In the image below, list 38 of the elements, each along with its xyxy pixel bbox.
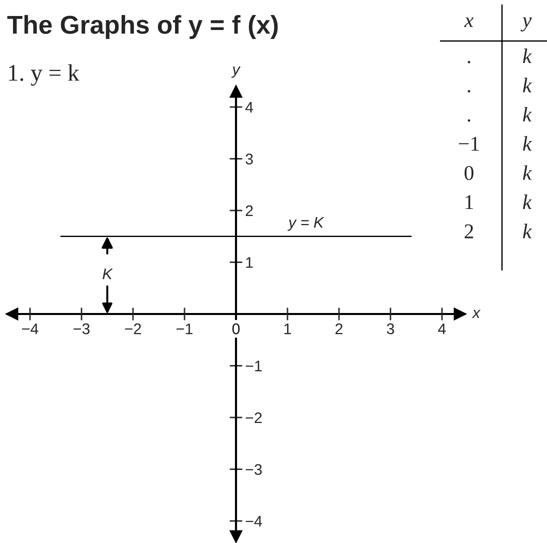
annotation: K	[102, 268, 113, 280]
text: 2	[464, 224, 474, 238]
x-tick-label: −1	[176, 324, 192, 334]
text: k	[522, 194, 532, 210]
y-tick-label: 3	[246, 154, 253, 164]
y-tick-label: −4	[246, 516, 262, 527]
x-tick-label: 3	[386, 323, 394, 334]
y-tick-label: −1	[246, 360, 262, 372]
chart-title: The Graphs of y = f (x)	[7, 15, 278, 39]
y-axis-title: y	[231, 66, 241, 78]
text: .	[468, 90, 470, 93]
y-tick-label: −2	[246, 412, 262, 424]
y-tick-label: −3	[246, 464, 262, 475]
text: 0	[464, 166, 474, 180]
text: y	[520, 17, 532, 32]
text: x	[464, 17, 474, 28]
x-tick-label: 1	[284, 324, 291, 334]
text: k	[522, 165, 532, 180]
x-tick-label: −4	[22, 324, 38, 334]
x-tick-label: 4	[438, 324, 446, 334]
x-tick-label: 2	[336, 323, 342, 334]
y-tick-label: 2	[246, 205, 253, 216]
x-tick-label: −3	[74, 323, 90, 334]
x-tick-label: −2	[125, 323, 141, 334]
y-tick-label: 1	[246, 257, 253, 268]
text: k	[522, 48, 532, 64]
series-label: y = K	[288, 217, 324, 231]
annotation: −1	[458, 136, 479, 151]
text: k	[522, 224, 532, 238]
text: k	[522, 78, 532, 92]
y-tick-label: 4	[245, 102, 254, 113]
text: .	[468, 60, 470, 64]
text: k	[522, 106, 532, 122]
text: k	[522, 136, 532, 151]
text: 1	[466, 195, 473, 210]
x-axis-title: x	[472, 310, 481, 318]
chart-subtitle: 1. y = k	[9, 64, 80, 86]
text: .	[468, 119, 470, 122]
